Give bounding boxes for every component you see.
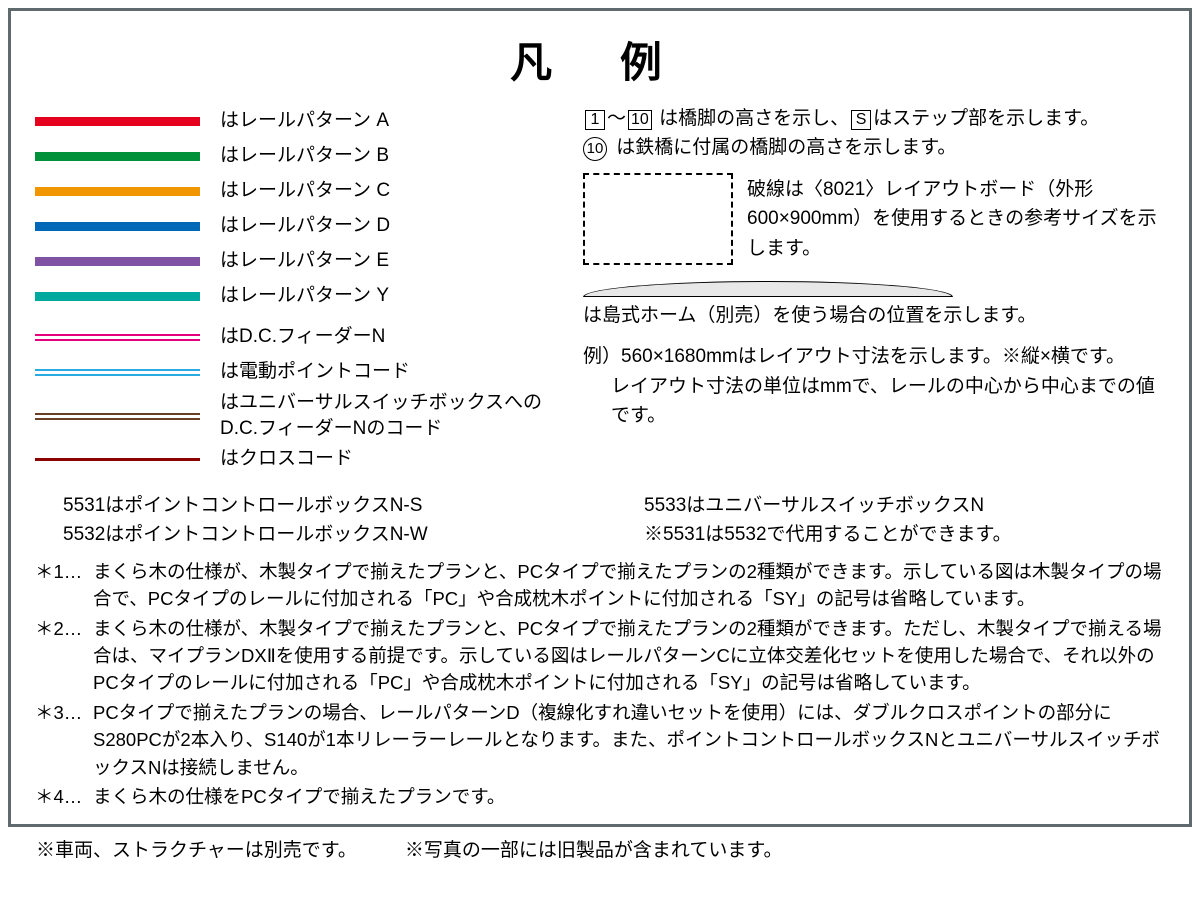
note-body: まくら木の仕様が、木製タイプで揃えたプランと、PCタイプで揃えたプランの2種類が…	[93, 558, 1165, 613]
rail-label: はレールパターン C	[220, 179, 390, 204]
box-10: 10	[628, 110, 652, 130]
rail-swatch	[35, 152, 200, 161]
footer-line: ※車両、ストラクチャーは別売です。	[36, 835, 357, 862]
code-line: 5531はポイントコントロールボックスN-S	[63, 491, 584, 520]
wire-row: は電動ポイントコード	[35, 355, 565, 390]
rail-pattern-row: はレールパターン C	[35, 174, 565, 209]
rail-pattern-row: はレールパターン B	[35, 139, 565, 174]
note-body: PCタイプで揃えたプランの場合、レールパターンD（複線化すれ違いセットを使用）に…	[93, 699, 1165, 781]
example-line: 例）560×1680mmはレイアウト寸法を示します。※縦×横です。	[583, 342, 1165, 371]
wire-label: はD.C.フィーダーN	[220, 325, 385, 350]
rail-swatch	[35, 187, 200, 196]
wire-label: はユニバーサルスイッチボックスへのD.C.フィーダーNのコード	[220, 386, 565, 445]
wire-label: は電動ポイントコード	[220, 360, 410, 385]
wire-swatch	[35, 413, 200, 420]
rail-pattern-row: はレールパターン E	[35, 244, 565, 279]
bridge-height-line: 1〜10 は橋脚の高さを示し、Sはステップ部を示します。	[583, 104, 1165, 133]
circled-10: 10	[583, 137, 607, 161]
wire-row: はクロスコード	[35, 442, 565, 477]
rail-swatch	[35, 292, 200, 301]
note-head: ＊1…	[35, 558, 93, 613]
platform-shape	[583, 281, 953, 297]
wire-swatch	[35, 458, 200, 461]
dashed-block: 破線は〈8021〉レイアウトボード（外形600×900mm）を使用するときの参考…	[583, 173, 1165, 265]
wire-label: はクロスコード	[220, 447, 353, 472]
rail-label: はレールパターン B	[220, 144, 389, 169]
note-body: まくら木の仕様が、木製タイプで揃えたプランと、PCタイプで揃えたプランの2種類が…	[93, 615, 1165, 697]
code-line: 5533はユニバーサルスイッチボックスN	[644, 491, 1165, 520]
footnote: ＊4…まくら木の仕様をPCタイプで揃えたプランです。	[35, 783, 1165, 810]
rail-swatch	[35, 222, 200, 231]
rail-label: はレールパターン E	[220, 249, 389, 274]
wire-swatch	[35, 334, 200, 341]
note-head: ＊2…	[35, 615, 93, 697]
rail-label: はレールパターン Y	[220, 284, 389, 309]
note-head: ＊3…	[35, 699, 93, 781]
note-body: まくら木の仕様をPCタイプで揃えたプランです。	[93, 783, 1165, 810]
dashed-text: 破線は〈8021〉レイアウトボード（外形600×900mm）を使用するときの参考…	[747, 175, 1165, 263]
footnotes: ＊1…まくら木の仕様が、木製タイプで揃えたプランと、PCタイプで揃えたプランの2…	[35, 558, 1165, 810]
wire-row: はD.C.フィーダーN	[35, 320, 565, 355]
legend-columns: はレールパターン A はレールパターン B はレールパターン C はレールパターン D…	[35, 104, 1165, 477]
footnote: ＊3…PCタイプで揃えたプランの場合、レールパターンD（複線化すれ違いセットを使…	[35, 699, 1165, 781]
left-column: はレールパターン A はレールパターン B はレールパターン C はレールパターン D…	[35, 104, 565, 477]
code-line: ※5531は5532で代用することができます。	[644, 520, 1165, 549]
platform-text: は島式ホーム（別売）を使う場合の位置を示します。	[583, 301, 1165, 330]
unit-line: レイアウト寸法の単位はmmで、レールの中心から中心までの値です。	[583, 372, 1165, 431]
platform-block: は島式ホーム（別売）を使う場合の位置を示します。	[583, 281, 1165, 330]
rail-pattern-row: はレールパターン D	[35, 209, 565, 244]
rail-pattern-row: はレールパターン A	[35, 104, 565, 139]
wire-swatch	[35, 369, 200, 376]
box-s: S	[851, 110, 871, 130]
box-1: 1	[585, 110, 605, 130]
dashed-rect	[583, 173, 733, 265]
right-column: 1〜10 は橋脚の高さを示し、Sはステップ部を示します。 10 は鉄橋に付属の橋…	[583, 104, 1165, 477]
footnote: ＊2…まくら木の仕様が、木製タイプで揃えたプランと、PCタイプで揃えたプランの2…	[35, 615, 1165, 697]
footnote: ＊1…まくら木の仕様が、木製タイプで揃えたプランと、PCタイプで揃えたプランの2…	[35, 558, 1165, 613]
footer-notes: ※車両、ストラクチャーは別売です。 ※写真の一部には旧製品が含まれています。	[36, 835, 1200, 862]
note-head: ＊4…	[35, 783, 93, 810]
product-codes: 5531はポイントコントロールボックスN-S5532はポイントコントロールボック…	[35, 491, 1165, 550]
rail-label: はレールパターン A	[220, 109, 389, 134]
wire-row: はユニバーサルスイッチボックスへのD.C.フィーダーNのコード	[35, 390, 565, 442]
code-line: 5532はポイントコントロールボックスN-W	[63, 520, 584, 549]
legend-title: 凡 例	[35, 29, 1165, 90]
rail-label: はレールパターン D	[220, 214, 390, 239]
footer-line: ※写真の一部には旧製品が含まれています。	[405, 835, 783, 862]
legend-frame: 凡 例 はレールパターン Aはレールパターン Bはレールパターン Cはレールパタ…	[8, 8, 1192, 827]
rail-pattern-row: はレールパターン Y	[35, 279, 565, 314]
rail-swatch	[35, 257, 200, 266]
rail-swatch	[35, 117, 200, 126]
circled-line: 10 は鉄橋に付属の橋脚の高さを示します。	[583, 133, 1165, 162]
